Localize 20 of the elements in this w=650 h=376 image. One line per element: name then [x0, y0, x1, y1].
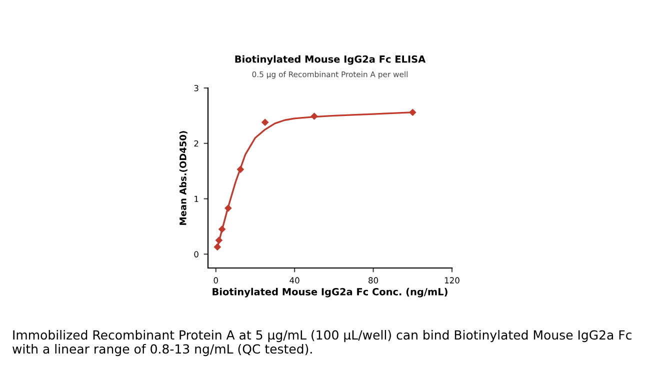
point	[214, 243, 222, 251]
x-tick-label: 0	[214, 277, 218, 284]
y-axis-title: Mean Abs.(OD450)	[179, 131, 188, 225]
y-tick-label: 3	[194, 84, 198, 92]
point	[261, 118, 269, 126]
x-tick-label: 80	[368, 277, 378, 284]
point	[236, 166, 244, 174]
x-axis-title: Biotinylated Mouse IgG2a Fc Conc. (ng/mL)	[212, 288, 448, 298]
x-tick-label: 120	[444, 277, 460, 284]
point	[215, 236, 223, 244]
y-tick-label: 1	[194, 196, 198, 202]
point	[218, 226, 226, 233]
point	[408, 108, 416, 116]
text: Immobilized Recombinant Protein A at 5 μg/mL (100 μL/well) can bind Biotinylated Mouse IgG2a Fc with a linear range of 0.8-13 ng/mL (QC tested).	[12, 330, 632, 356]
point	[224, 204, 232, 212]
chart-title: Biotinylated Mouse IgG2a Fc ELISA	[235, 55, 426, 65]
point	[310, 112, 318, 120]
x-tick-label: 40	[290, 277, 300, 284]
y-tick-label: 0	[194, 251, 198, 258]
y-tick-label: 2	[194, 140, 198, 147]
